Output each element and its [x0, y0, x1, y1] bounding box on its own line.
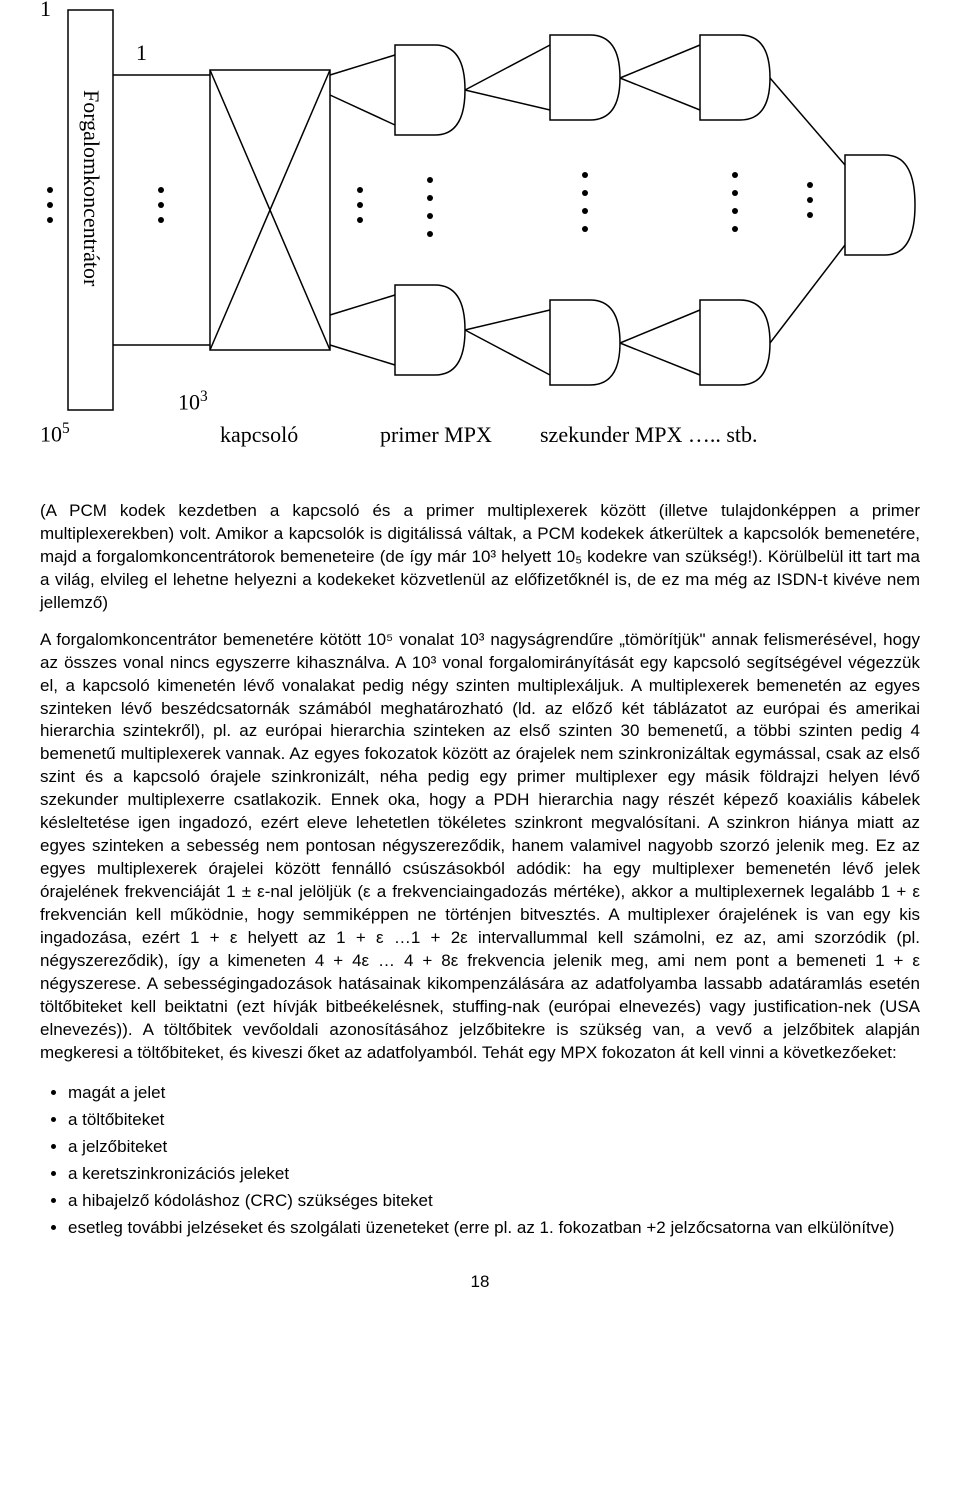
list-item: a töltőbiteket	[68, 1106, 920, 1133]
list-item: esetleg további jelzéseket és szolgálati…	[68, 1214, 920, 1241]
paragraph-1: (A PCM kodek kezdetben a kapcsoló és a p…	[40, 500, 920, 615]
bullet-list: magát a jelet a töltőbiteket a jelzőbite…	[68, 1079, 920, 1242]
diagram-svg	[40, 0, 920, 460]
list-item: magát a jelet	[68, 1079, 920, 1106]
list-item: a keretszinkronizációs jeleket	[68, 1160, 920, 1187]
page: 1 1 Forgalomkoncentrátor 105 103 kapcsol…	[0, 0, 960, 1332]
list-item: a jelzőbiteket	[68, 1133, 920, 1160]
page-number: 18	[40, 1272, 920, 1292]
body-text: (A PCM kodek kezdetben a kapcsoló és a p…	[40, 500, 920, 1065]
paragraph-2: A forgalomkoncentrátor bemenetére kötött…	[40, 629, 920, 1065]
mpx-hierarchy-diagram: 1 1 Forgalomkoncentrátor 105 103 kapcsol…	[40, 0, 920, 480]
list-item: a hibajelző kódoláshoz (CRC) szükséges b…	[68, 1187, 920, 1214]
